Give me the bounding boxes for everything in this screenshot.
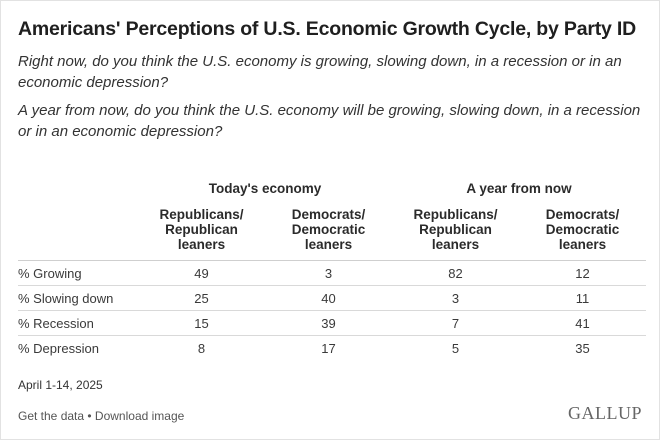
table-cell: 11 [519,285,646,311]
footer-separator: • [84,409,95,423]
table-cell: 7 [392,310,519,336]
chart-title: Americans' Perceptions of U.S. Economic … [18,18,636,40]
survey-date: April 1-14, 2025 [18,378,103,392]
footer-links: Get the data • Download image [18,409,184,423]
group-header-today: Today's economy [208,180,322,196]
question-year-ahead: A year from now, do you think the U.S. e… [18,102,641,140]
table-cell: 35 [519,335,646,360]
table-cell: 3 [265,260,392,286]
col-header-today-republicans: Republicans/ Republican leaners [159,206,244,252]
col-header-today-democrats: Democrats/ Democratic leaners [291,206,366,252]
table-cell: 25 [138,285,265,311]
gallup-logo: GALLUP [568,403,642,423]
col-header-year-democrats: Democrats/ Democratic leaners [545,206,620,252]
table-cell: 3 [392,285,519,311]
data-table: Today's economy A year from now Republic… [18,178,646,360]
row-label: % Slowing down [18,285,138,311]
group-header-year-ahead: A year from now [466,180,572,196]
table-cell: 17 [265,335,392,360]
corner-cell [18,178,138,198]
row-label: % Depression [18,335,138,360]
row-label: % Recession [18,310,138,336]
table-cell: 5 [392,335,519,360]
table-cell: 39 [265,310,392,336]
table-row-slowing-down: % Slowing down 25 40 3 11 [18,285,646,311]
table-cell: 12 [519,260,646,286]
table-cell: 8 [138,335,265,360]
table-row-recession: % Recession 15 39 7 41 [18,310,646,336]
get-data-link[interactable]: Get the data [18,409,85,423]
table-row-growing: % Growing 49 3 82 12 [18,260,646,286]
table-cell: 82 [392,260,519,286]
question-now: Right now, do you think the U.S. economy… [18,53,622,91]
row-label: % Growing [18,260,138,286]
table-cell: 40 [265,285,392,311]
table-row-depression: % Depression 8 17 5 35 [18,335,646,360]
table-cell: 41 [519,310,646,336]
col-header-year-republicans: Republicans/ Republican leaners [413,206,498,252]
table-cell: 49 [138,260,265,286]
download-image-link[interactable]: Download image [94,409,185,423]
table-cell: 15 [138,310,265,336]
